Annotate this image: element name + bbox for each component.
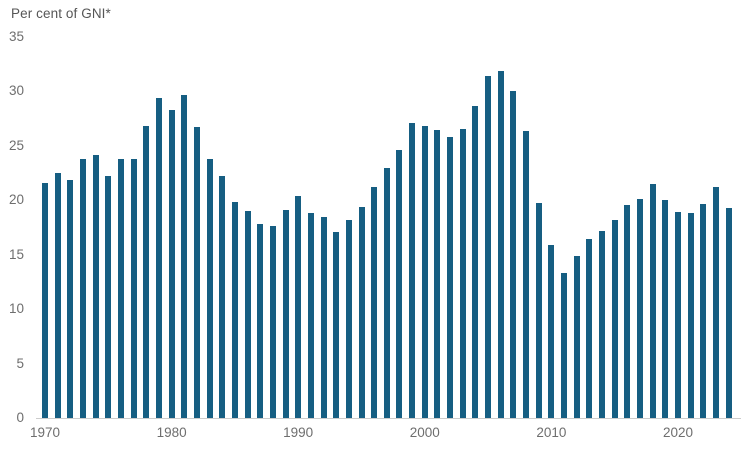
- y-tick-label-30: 30: [8, 83, 24, 98]
- bar-2014: [599, 230, 606, 418]
- bar-2019: [662, 200, 669, 418]
- bar-2003: [459, 129, 466, 418]
- bar-1973: [79, 158, 86, 418]
- bar-2011: [561, 273, 568, 418]
- bar-1983: [206, 158, 213, 418]
- bar-1991: [307, 213, 314, 418]
- bar-2002: [447, 136, 454, 418]
- bar-1995: [358, 206, 365, 418]
- y-tick-label-10: 10: [8, 301, 24, 316]
- bar-1993: [333, 231, 340, 418]
- bar-2005: [485, 75, 492, 418]
- bar-2022: [700, 204, 707, 418]
- bar-1977: [130, 158, 137, 418]
- bar-1979: [155, 97, 162, 418]
- bar-2010: [548, 244, 555, 418]
- bar-2008: [523, 131, 530, 418]
- bar-2023: [712, 186, 719, 418]
- bar-1982: [193, 126, 200, 418]
- x-tick-label-2010: 2010: [536, 425, 567, 440]
- bar-2012: [573, 255, 580, 418]
- bar-1987: [257, 223, 264, 418]
- bar-1986: [244, 210, 251, 418]
- bar-1972: [67, 180, 74, 418]
- bar-1975: [105, 176, 112, 418]
- x-tick-label-1980: 1980: [156, 425, 187, 440]
- y-tick-label-20: 20: [8, 192, 24, 207]
- y-tick-label-25: 25: [8, 137, 24, 153]
- bar-2024: [725, 207, 732, 418]
- bar-2007: [510, 91, 517, 418]
- bar-1980: [168, 109, 175, 418]
- bar-2004: [472, 106, 479, 418]
- bar-1992: [320, 217, 327, 418]
- x-tick-label-1970: 1970: [29, 425, 61, 440]
- bar-2009: [535, 203, 542, 418]
- x-tick-label-2000: 2000: [409, 425, 440, 440]
- bar-1994: [345, 219, 352, 418]
- bar-1997: [383, 168, 390, 418]
- y-tick-label-0: 0: [16, 410, 24, 425]
- y-tick-label-15: 15: [8, 246, 24, 262]
- y-tick-label-35: 35: [8, 28, 24, 44]
- y-tick-label-5: 5: [16, 355, 24, 371]
- bar-1999: [409, 122, 416, 418]
- bar-1984: [219, 176, 226, 418]
- bar-2001: [434, 130, 441, 418]
- bar-1971: [54, 172, 61, 418]
- bar-2015: [611, 219, 618, 418]
- bar-2017: [637, 198, 644, 418]
- bar-1996: [371, 186, 378, 418]
- bar-1974: [92, 155, 99, 418]
- chart-title: Per cent of GNI*: [11, 6, 111, 21]
- bar-1998: [396, 149, 403, 418]
- x-axis-line: [36, 418, 741, 419]
- bar-1981: [181, 95, 188, 418]
- bar-1978: [143, 125, 150, 418]
- bar-2018: [649, 183, 656, 418]
- x-tick-label-2020: 2020: [662, 425, 694, 440]
- bar-2016: [624, 205, 631, 418]
- bar-2013: [586, 239, 593, 418]
- bar-1970: [42, 182, 48, 418]
- bar-1990: [295, 195, 302, 418]
- x-tick-label-1990: 1990: [283, 425, 314, 440]
- bar-2000: [421, 125, 428, 418]
- bar-2006: [497, 71, 504, 418]
- bar-1989: [282, 209, 289, 418]
- bar-1988: [269, 226, 276, 418]
- bar-2020: [675, 211, 681, 418]
- bar-1985: [231, 202, 238, 418]
- bar-1976: [117, 158, 124, 418]
- bar-2021: [687, 213, 694, 418]
